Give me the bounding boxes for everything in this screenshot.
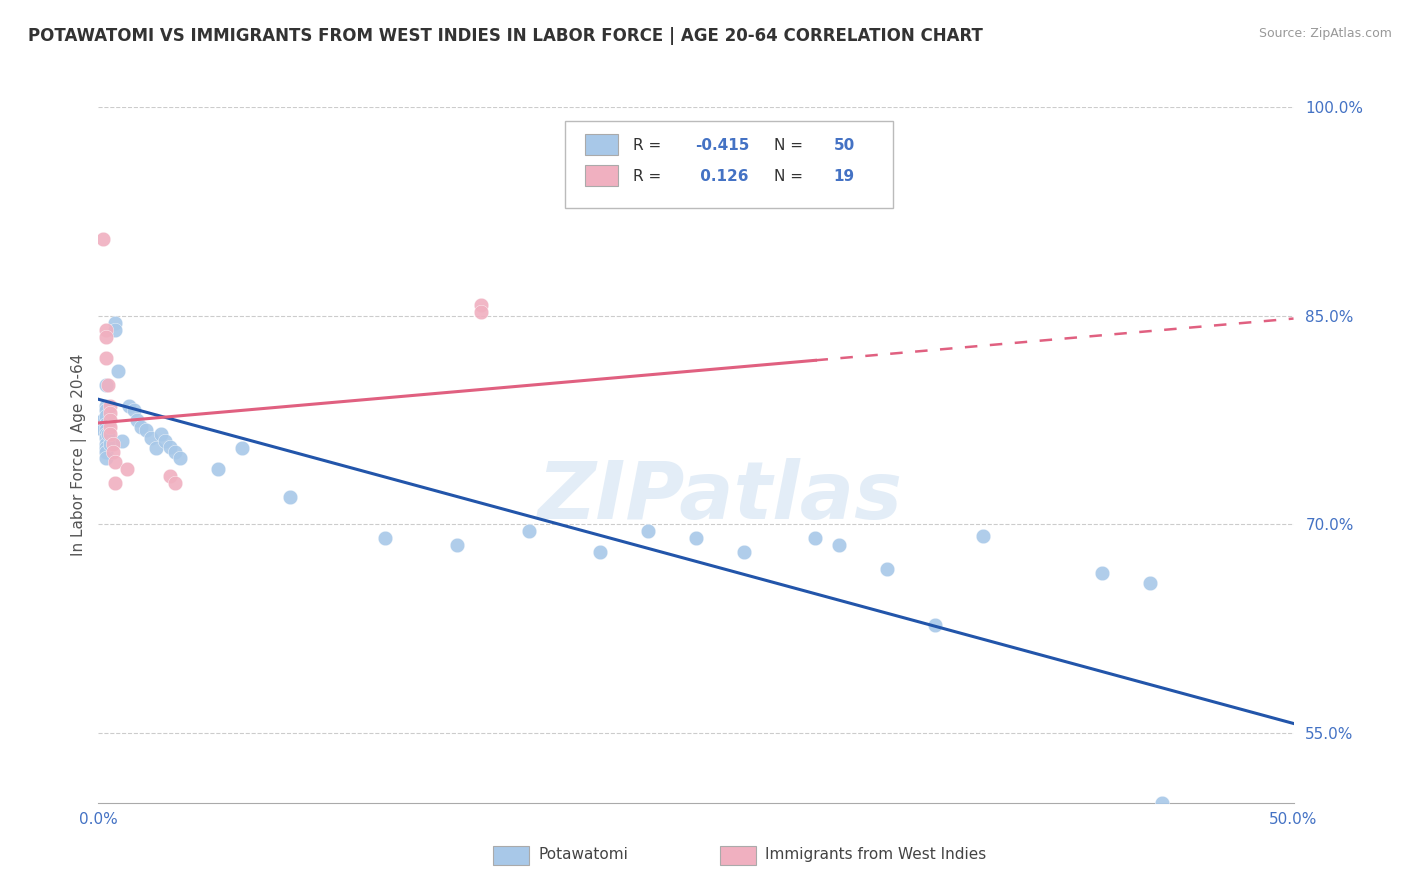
Point — [94, 427, 117, 442]
Point — [118, 399, 141, 413]
Point — [155, 434, 177, 448]
Point — [159, 440, 181, 454]
Point — [111, 434, 134, 448]
Bar — [494, 846, 529, 865]
Point — [98, 399, 122, 413]
Point — [589, 545, 612, 559]
Point — [231, 441, 253, 455]
Text: Potawatomi: Potawatomi — [538, 847, 628, 862]
Point — [104, 323, 127, 337]
Point — [101, 437, 124, 451]
Point — [91, 420, 114, 434]
Point — [98, 406, 122, 420]
Point — [972, 528, 994, 542]
Point — [685, 532, 707, 546]
Point — [828, 538, 851, 552]
Text: N =: N = — [773, 137, 807, 153]
Text: N =: N = — [773, 169, 807, 184]
Bar — [585, 134, 619, 155]
Point — [97, 427, 120, 442]
Point — [145, 441, 167, 455]
Point — [163, 475, 186, 490]
Point — [94, 329, 117, 343]
Text: 0.126: 0.126 — [695, 169, 748, 184]
Point — [115, 462, 138, 476]
Point — [94, 409, 117, 423]
Point — [169, 450, 191, 465]
Point — [91, 423, 114, 437]
Point — [94, 323, 117, 337]
Point — [94, 378, 117, 392]
Point — [104, 316, 127, 330]
Point — [139, 431, 162, 445]
Point — [876, 562, 898, 576]
Point — [125, 413, 148, 427]
Text: R =: R = — [633, 137, 666, 153]
Text: -0.415: -0.415 — [695, 137, 749, 153]
Point — [98, 420, 122, 434]
Point — [94, 441, 117, 455]
Point — [107, 364, 129, 378]
Bar — [585, 166, 619, 186]
Point — [98, 413, 122, 427]
Text: R =: R = — [633, 169, 666, 184]
Point — [97, 378, 120, 392]
Point — [104, 455, 127, 469]
Point — [131, 420, 153, 434]
Point — [98, 437, 122, 451]
Point — [163, 445, 186, 459]
Point — [94, 437, 117, 451]
Point — [91, 413, 114, 427]
Text: Immigrants from West Indies: Immigrants from West Indies — [765, 847, 987, 862]
Point — [278, 490, 301, 504]
Point — [637, 524, 659, 539]
Point — [207, 462, 229, 476]
Point — [94, 445, 117, 459]
Point — [804, 532, 827, 546]
Point — [124, 403, 146, 417]
Point — [517, 524, 540, 539]
Point — [374, 532, 396, 546]
Point — [98, 427, 122, 442]
Point — [446, 538, 468, 552]
Point — [104, 475, 127, 490]
Point — [733, 545, 755, 559]
Point — [1091, 566, 1114, 581]
FancyBboxPatch shape — [565, 121, 893, 208]
Point — [94, 423, 117, 437]
Point — [94, 450, 117, 465]
Text: 50: 50 — [834, 137, 855, 153]
Point — [91, 232, 114, 246]
Point — [470, 304, 492, 318]
Point — [924, 617, 946, 632]
Point — [1150, 796, 1173, 810]
Point — [94, 351, 117, 365]
Point — [1139, 576, 1161, 591]
Text: POTAWATOMI VS IMMIGRANTS FROM WEST INDIES IN LABOR FORCE | AGE 20-64 CORRELATION: POTAWATOMI VS IMMIGRANTS FROM WEST INDIE… — [28, 27, 983, 45]
Text: Source: ZipAtlas.com: Source: ZipAtlas.com — [1258, 27, 1392, 40]
Point — [94, 431, 117, 445]
Point — [135, 423, 157, 437]
Y-axis label: In Labor Force | Age 20-64: In Labor Force | Age 20-64 — [72, 354, 87, 556]
Point — [94, 399, 117, 413]
Text: 19: 19 — [834, 169, 855, 184]
Bar — [720, 846, 756, 865]
Point — [149, 427, 172, 442]
Point — [159, 468, 181, 483]
Point — [94, 403, 117, 417]
Point — [94, 417, 117, 432]
Point — [101, 445, 124, 459]
Text: ZIPatlas: ZIPatlas — [537, 458, 903, 536]
Point — [470, 298, 492, 312]
